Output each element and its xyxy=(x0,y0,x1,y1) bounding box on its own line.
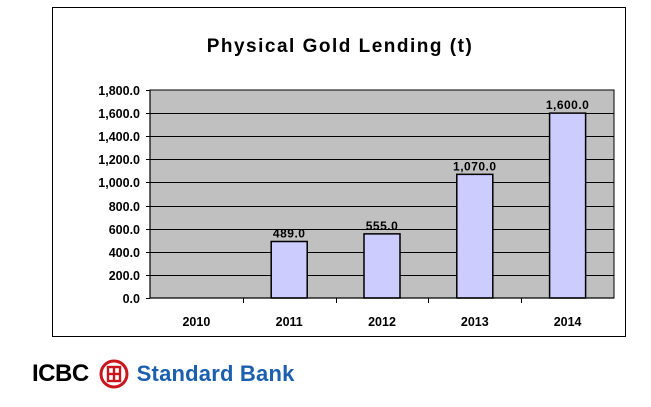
data-label: 1,070.0 xyxy=(453,159,497,173)
data-label: 1,600.0 xyxy=(546,98,590,112)
data-label: 555.0 xyxy=(366,219,399,233)
icbc-wordmark: ICBC xyxy=(32,360,89,387)
x-tick-label: 2011 xyxy=(276,315,303,329)
bar xyxy=(548,112,587,299)
y-tick-label: 600.0 xyxy=(109,223,140,237)
bar xyxy=(270,240,308,299)
y-tick-label: 1,600.0 xyxy=(98,107,140,121)
y-tick-label: 400.0 xyxy=(109,246,140,260)
y-tick-label: 0.0 xyxy=(123,292,140,306)
x-tick-label: 2014 xyxy=(554,315,582,329)
y-tick-label: 1,200.0 xyxy=(98,153,140,167)
y-tick-label: 800.0 xyxy=(109,200,140,214)
bar xyxy=(363,233,401,299)
icbc-seal-icon xyxy=(99,359,129,389)
y-tick-label: 1,400.0 xyxy=(98,130,140,144)
chart-title: Physical Gold Lending (t) xyxy=(207,36,474,57)
bar-chart: Physical Gold Lending (t) 0.0 200.0 400.0 6… xyxy=(98,36,615,329)
bar xyxy=(456,173,494,299)
x-tick-label: 2013 xyxy=(461,315,489,329)
data-label: 489.0 xyxy=(273,226,306,240)
y-tick-label: 1,800.0 xyxy=(98,84,140,98)
x-tick-label: 2010 xyxy=(182,315,210,329)
y-tick-label: 200.0 xyxy=(109,269,140,283)
standard-bank-wordmark: Standard Bank xyxy=(136,361,295,386)
plot-area: 0.0 200.0 400.0 600.0 800.0 1,000.0 1,200.0 1,4… xyxy=(98,84,615,329)
y-tick-label: 1,000.0 xyxy=(98,176,140,190)
x-tick-label: 2012 xyxy=(368,315,396,329)
chart-frame: Physical Gold Lending (t) 0.0 200.0 400.0 6… xyxy=(52,7,626,337)
footer-branding: ICBC Standard Bank xyxy=(32,356,295,392)
